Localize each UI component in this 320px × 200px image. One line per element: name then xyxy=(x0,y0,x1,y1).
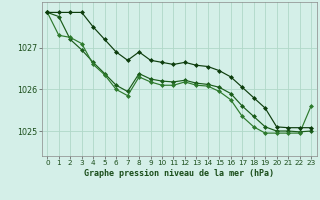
X-axis label: Graphe pression niveau de la mer (hPa): Graphe pression niveau de la mer (hPa) xyxy=(84,169,274,178)
